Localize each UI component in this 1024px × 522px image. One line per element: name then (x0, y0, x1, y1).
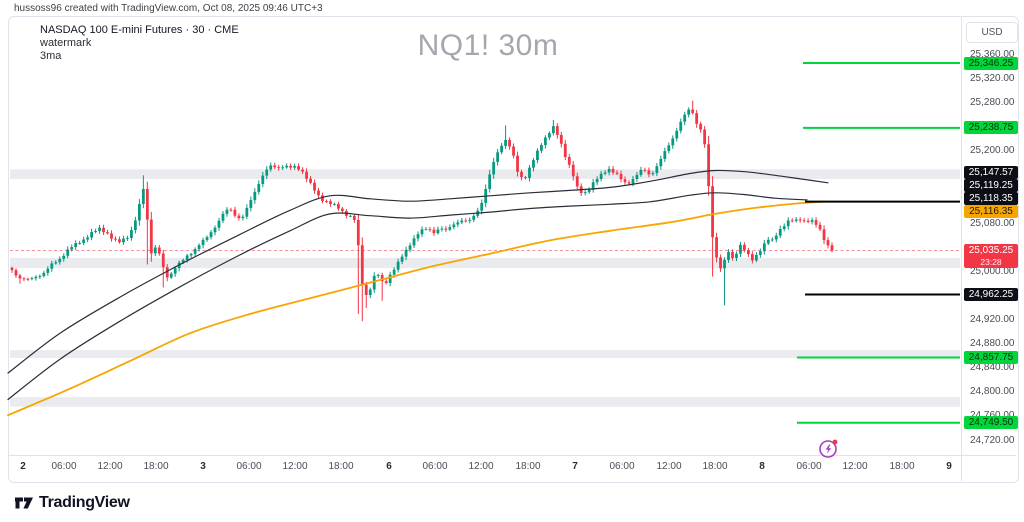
price-tick-label: 25,000.00 (970, 265, 1015, 277)
time-tick-label: 06:00 (422, 461, 448, 472)
horizontal-level-lines[interactable] (797, 62, 960, 424)
price-tick-label: 24,920.00 (970, 313, 1015, 325)
currency-usd-button[interactable]: USD (966, 22, 1018, 43)
price-level-label: 24,962.25 (964, 287, 1018, 301)
flash-alert-icon[interactable] (817, 437, 841, 461)
axis-divider-horizontal (9, 455, 1016, 456)
time-tick-label: 7 (572, 461, 578, 472)
indicator-watermark-label[interactable]: watermark (40, 37, 92, 49)
price-tick-label: 25,280.00 (970, 96, 1015, 108)
time-tick-label: 06:00 (796, 461, 822, 472)
attribution-text: hussoss96 created with TradingView.com, … (14, 3, 323, 14)
time-tick-label: 12:00 (842, 461, 868, 472)
price-level-label: 24,857.75 (964, 351, 1018, 364)
chart-legend[interactable]: NASDAQ 100 E-mini Futures · 30 · CME wat… (40, 24, 239, 63)
tradingview-logo[interactable]: TradingView (14, 494, 130, 512)
price-tick-label: 24,800.00 (970, 386, 1015, 398)
ma-line-black-2 (7, 192, 808, 401)
tradingview-logo-icon (15, 497, 33, 509)
price-level-label: 25,238.75 (964, 121, 1018, 135)
candles (10, 100, 834, 322)
bar-countdown: 23:28 (980, 256, 1002, 267)
price-level-label: 25,116.35 (964, 204, 1018, 218)
tradingview-logo-text: TradingView (39, 494, 130, 511)
current-price-label: 25,035.25 23:28 (964, 243, 1018, 268)
ma-value-label: 25,118.35 (964, 191, 1018, 205)
time-tick-label: 9 (946, 461, 952, 472)
supply-demand-zones (10, 169, 960, 407)
time-tick-label: 12:00 (468, 461, 494, 472)
price-level-label: 25,346.25 (964, 56, 1018, 70)
time-tick-label: 18:00 (328, 461, 354, 472)
notification-dot (832, 439, 838, 445)
time-tick-label: 2 (20, 461, 26, 472)
time-tick-label: 8 (759, 461, 765, 472)
symbol-watermark: NQ1! 30m (417, 29, 559, 62)
time-tick-label: 06:00 (236, 461, 262, 472)
price-tick-label: 24,880.00 (970, 338, 1015, 350)
ma-line-orange (7, 200, 826, 417)
time-tick-label: 18:00 (702, 461, 728, 472)
time-tick-label: 18:00 (889, 461, 915, 472)
symbol-title[interactable]: NASDAQ 100 E-mini Futures · 30 · CME (40, 24, 239, 36)
ma-line-black-1 (7, 169, 829, 374)
price-tick-label: 25,080.00 (970, 217, 1015, 229)
time-tick-label: 18:00 (143, 461, 169, 472)
price-level-label: 24,749.50 (964, 416, 1018, 430)
price-tick-label: 24,720.00 (970, 434, 1015, 446)
lightning-bolt-icon (825, 444, 832, 454)
indicator-3ma-label[interactable]: 3ma (40, 50, 62, 62)
ma-value-label: 25,119.25 (964, 178, 1018, 192)
time-tick-label: 6 (386, 461, 392, 472)
price-tick-label: 25,320.00 (970, 72, 1015, 84)
time-tick-label: 06:00 (51, 461, 77, 472)
last-price-value: 25,035.25 (968, 244, 1014, 256)
time-tick-label: 12:00 (656, 461, 682, 472)
price-tick-label: 25,200.00 (970, 145, 1015, 157)
time-tick-label: 06:00 (609, 461, 635, 472)
time-tick-label: 12:00 (97, 461, 123, 472)
price-tick-label: 24,840.00 (970, 362, 1015, 374)
ma-value-label: 25,147.57 (964, 165, 1018, 179)
price-tick-label: 25,360.00 (970, 48, 1015, 60)
time-tick-label: 3 (200, 461, 206, 472)
axis-divider-vertical (961, 17, 962, 481)
chart-panel-border (8, 16, 1019, 483)
time-tick-label: 12:00 (282, 461, 308, 472)
price-tick-label: 24,760.00 (970, 410, 1015, 421)
time-tick-label: 18:00 (515, 461, 541, 472)
moving-averages (7, 169, 829, 417)
